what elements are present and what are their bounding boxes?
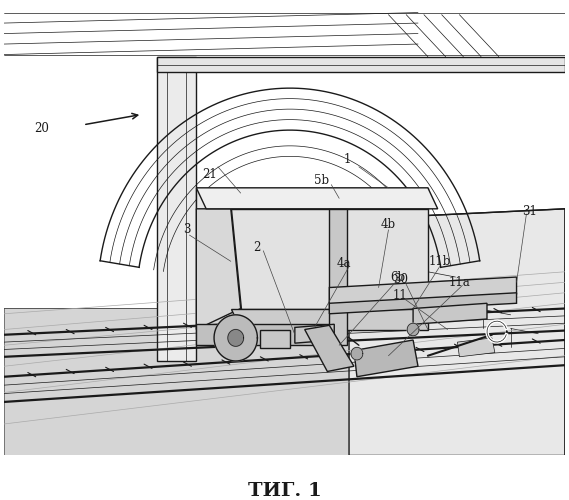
- Polygon shape: [305, 326, 354, 372]
- Polygon shape: [261, 330, 290, 348]
- Text: 11a: 11a: [448, 276, 470, 289]
- Text: 31: 31: [522, 206, 537, 218]
- Polygon shape: [329, 293, 517, 314]
- Text: 30: 30: [393, 272, 408, 285]
- Text: 2: 2: [253, 241, 260, 254]
- Text: 1: 1: [343, 153, 351, 166]
- Polygon shape: [295, 324, 334, 343]
- Polygon shape: [231, 308, 428, 330]
- Polygon shape: [196, 324, 339, 345]
- Text: 4b: 4b: [381, 218, 396, 231]
- Polygon shape: [196, 188, 428, 209]
- Text: 11: 11: [393, 290, 407, 302]
- Polygon shape: [228, 330, 244, 346]
- Text: 11b: 11b: [428, 255, 451, 268]
- Polygon shape: [349, 209, 565, 456]
- Polygon shape: [413, 304, 487, 324]
- Polygon shape: [214, 315, 257, 361]
- Text: ΤИГ. 1: ΤИГ. 1: [248, 482, 321, 500]
- Polygon shape: [196, 188, 438, 209]
- Text: 21: 21: [202, 168, 216, 180]
- Polygon shape: [407, 323, 419, 336]
- Polygon shape: [329, 277, 517, 304]
- Polygon shape: [4, 266, 565, 456]
- Text: 5b: 5b: [314, 174, 329, 187]
- Polygon shape: [231, 209, 428, 308]
- Polygon shape: [457, 338, 495, 357]
- Polygon shape: [157, 56, 565, 72]
- Text: 4a: 4a: [337, 257, 352, 270]
- Text: 6b: 6b: [391, 270, 406, 283]
- Polygon shape: [157, 56, 196, 361]
- Polygon shape: [196, 209, 241, 330]
- Polygon shape: [329, 209, 347, 346]
- Text: 20: 20: [34, 122, 49, 134]
- Polygon shape: [354, 340, 418, 376]
- Polygon shape: [351, 348, 363, 360]
- Text: 3: 3: [183, 224, 190, 236]
